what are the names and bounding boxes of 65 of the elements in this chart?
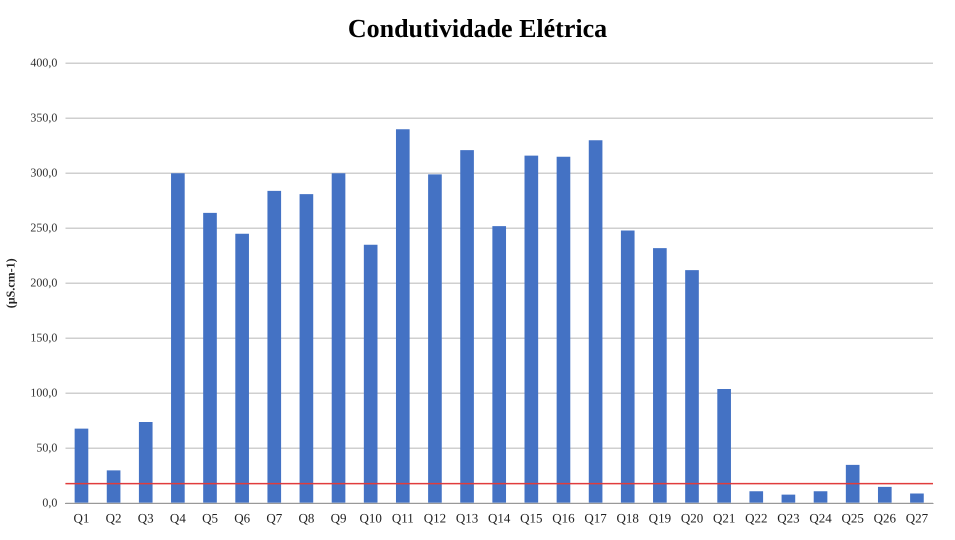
x-tick-label: Q27 bbox=[906, 510, 929, 526]
bar bbox=[171, 173, 185, 503]
bar bbox=[300, 194, 314, 503]
x-tick-label: Q3 bbox=[138, 510, 154, 526]
bar bbox=[203, 212, 217, 503]
y-tick-label: 200,0 bbox=[30, 275, 58, 290]
bar bbox=[846, 464, 860, 503]
x-tick-label: Q21 bbox=[712, 510, 736, 526]
x-tick-label: Q1 bbox=[74, 510, 90, 526]
y-tick-label: 50,0 bbox=[36, 440, 58, 455]
bar bbox=[524, 156, 538, 503]
bar bbox=[653, 248, 667, 503]
x-tick-label: Q25 bbox=[841, 510, 864, 526]
bar bbox=[74, 428, 88, 503]
x-tick-label: Q6 bbox=[234, 510, 251, 526]
x-tick-label: Q23 bbox=[777, 510, 800, 526]
x-tick-label: Q4 bbox=[170, 510, 186, 526]
y-tick-label: 300,0 bbox=[30, 165, 58, 180]
bar bbox=[749, 491, 764, 503]
y-tick-label: 0,0 bbox=[42, 496, 58, 510]
bar bbox=[492, 226, 506, 503]
bar bbox=[332, 173, 346, 503]
bar bbox=[717, 388, 731, 503]
y-tick-label: 350,0 bbox=[30, 110, 58, 124]
bar bbox=[878, 486, 892, 503]
x-tick-label: Q11 bbox=[392, 510, 414, 526]
y-tick-label: 400,0 bbox=[30, 55, 58, 70]
y-axis-title: (µS.cm-1) bbox=[3, 258, 18, 308]
bar bbox=[235, 234, 249, 503]
bar bbox=[460, 150, 474, 503]
x-tick-label: Q26 bbox=[874, 510, 896, 526]
x-tick-label: Q17 bbox=[584, 510, 608, 526]
x-tick-label: Q7 bbox=[266, 510, 283, 526]
bar bbox=[267, 190, 282, 503]
bar bbox=[782, 494, 796, 503]
x-tick-label: Q14 bbox=[488, 510, 511, 526]
x-tick-label: Q13 bbox=[456, 510, 478, 526]
x-tick-label: Q24 bbox=[809, 510, 832, 526]
x-tick-label: Q15 bbox=[520, 510, 543, 526]
y-tick-label: 250,0 bbox=[30, 220, 58, 234]
x-tick-label: Q18 bbox=[616, 510, 639, 526]
x-tick-label: Q9 bbox=[330, 510, 346, 526]
x-tick-label: Q8 bbox=[298, 510, 314, 526]
x-tick-label: Q2 bbox=[106, 510, 122, 526]
bar bbox=[685, 270, 699, 503]
bar bbox=[106, 470, 120, 503]
x-tick-label: Q16 bbox=[552, 510, 576, 526]
x-tick-label: Q5 bbox=[202, 510, 218, 526]
x-tick-label: Q19 bbox=[648, 510, 672, 526]
x-tick-label: Q22 bbox=[745, 510, 768, 526]
bar bbox=[428, 174, 442, 503]
bar bbox=[910, 493, 924, 503]
chart-title: Condutividade Elétrica bbox=[346, 14, 608, 45]
bar bbox=[588, 140, 602, 503]
x-tick-label: Q20 bbox=[680, 510, 704, 526]
bar bbox=[138, 422, 153, 503]
bar bbox=[396, 129, 410, 503]
bar bbox=[620, 230, 635, 503]
bar bbox=[364, 244, 378, 503]
bar bbox=[814, 491, 828, 503]
x-tick-label: Q12 bbox=[424, 510, 446, 526]
bar bbox=[556, 156, 570, 503]
x-tick-label: Q10 bbox=[359, 510, 382, 526]
y-tick-label: 150,0 bbox=[30, 330, 58, 344]
y-tick-label: 100,0 bbox=[30, 386, 58, 400]
